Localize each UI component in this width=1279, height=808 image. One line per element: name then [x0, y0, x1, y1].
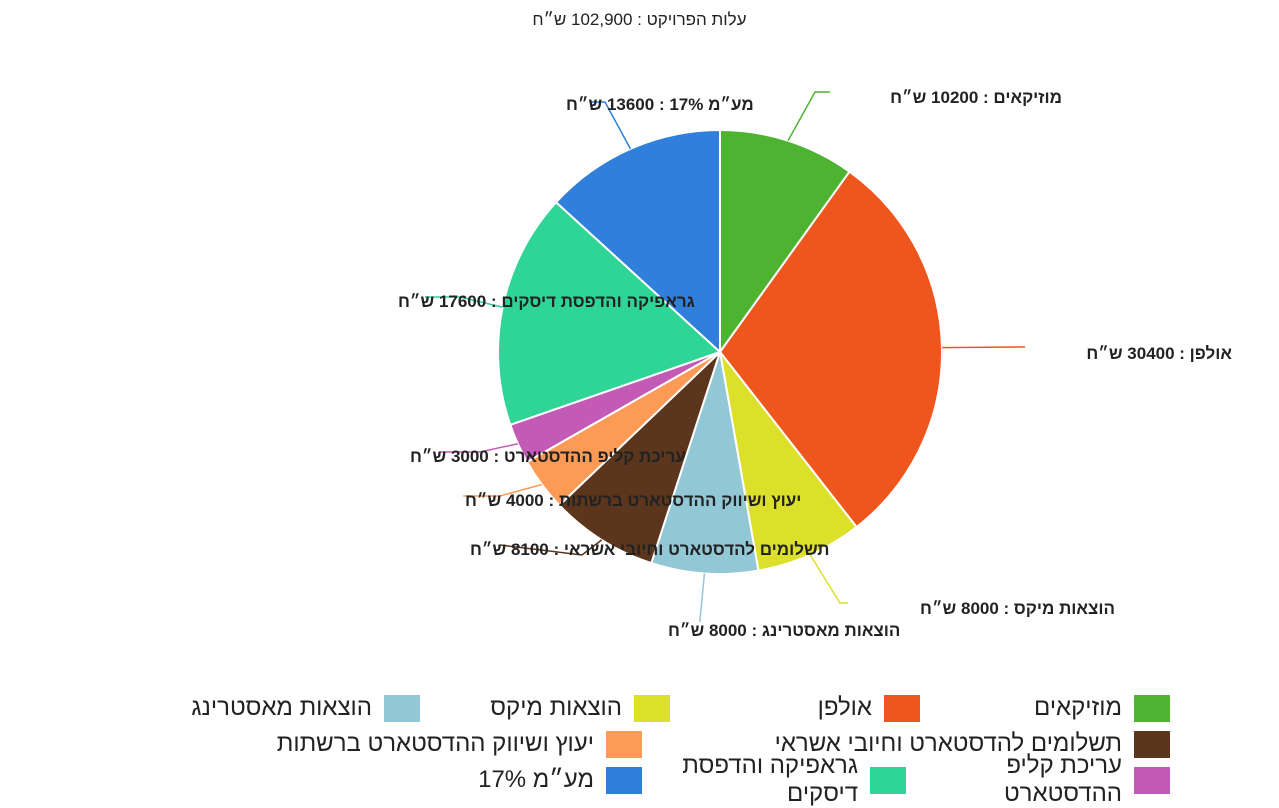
leader-line [463, 483, 543, 497]
pie-slice [718, 170, 943, 529]
legend-item: מוזיקאים [920, 694, 1170, 722]
slice-data-label: אולפן : 30400 ש״ח [1086, 344, 1232, 363]
legend-swatch [384, 694, 420, 722]
legend-item: עריכת קליפ ההדסטארט [906, 752, 1170, 808]
legend-swatch [634, 694, 670, 722]
legend-item: גראפיקה והדפסת דיסקים [642, 752, 906, 808]
legend-label: מע״מ 17% [478, 766, 594, 793]
legend-label: תשלומים להדסטארט וחיובי אשראי [774, 730, 1122, 757]
leader-line [425, 296, 503, 308]
legend-swatch [870, 766, 906, 794]
legend-item: הוצאות מאסטרינג [170, 694, 420, 722]
legend-label: גראפיקה והדפסת דיסקים [682, 752, 858, 807]
leader-line [809, 554, 848, 604]
legend-item: יעוץ ושיווק ההדסטארט ברשתות [242, 730, 642, 758]
pie-slice [719, 351, 858, 572]
leader-line [941, 346, 1025, 349]
leader-line [787, 91, 830, 142]
legend-swatch [606, 730, 642, 758]
legend-swatch [606, 766, 642, 794]
slice-data-label: עריכת קליפ ההדסטארט : 3000 ש״ח [410, 447, 686, 466]
pie-slice [650, 351, 760, 575]
legend-item: אולפן [670, 694, 920, 722]
legend-label: הוצאות מאסטרינג [191, 694, 372, 721]
legend-label: הוצאות מיקס [490, 694, 622, 721]
legend-swatch [884, 694, 920, 722]
legend-label: יעוץ ושיווק ההדסטארט ברשתות [276, 730, 594, 757]
legend-row: תשלומים להדסטארט וחיובי אשראי יעוץ ושיווק… [170, 726, 1170, 762]
leader-line [440, 442, 518, 453]
legend-item: הוצאות מיקס [420, 694, 670, 722]
legend-item: תשלומים להדסטארט וחיובי אשראי [642, 730, 1170, 758]
legend-label: עריכת קליפ ההדסטארט [1004, 752, 1122, 807]
slice-data-label: תשלומים להדסטארט וחיובי אשראי : 8100 ש״ח [470, 540, 830, 559]
legend-label: מוזיקאים [1034, 694, 1122, 721]
pie-slice [497, 200, 722, 427]
pie-slice [554, 128, 721, 355]
leader-line [699, 573, 706, 622]
chart-legend: מוזיקאים אולפן הוצאות מיקס הוצאות מאסטרינג ת… [170, 690, 1170, 807]
pie-slice [557, 351, 721, 565]
pie-slice [719, 128, 851, 356]
legend-row: מוזיקאים אולפן הוצאות מיקס הוצאות מאסטרינג [170, 690, 1170, 726]
slice-data-label: גראפיקה והדפסת דיסקים : 17600 ש״ח [398, 292, 695, 311]
chart-title: עלות הפרויקט : 102,900 ש״ח [532, 10, 747, 29]
legend-label: אולפן [817, 694, 872, 721]
slice-data-label: הוצאות מיקס : 8000 ש״ח [920, 599, 1115, 618]
slice-data-label: יעוץ ושיווק ההדסטארט ברשתות : 4000 ש״ח [465, 491, 801, 510]
leader-line [590, 101, 632, 150]
legend-swatch [1134, 766, 1170, 794]
legend-swatch [1134, 730, 1170, 758]
pie-chart: מוזיקאים : 10200 ש״ח אולפן : 30400 ש״ח הוצ… [398, 88, 1232, 640]
legend-row: עריכת קליפ ההדסטארט גראפיקה והדפסת דיסקים… [170, 752, 1170, 807]
slice-data-label: מע״מ 17% : 13600 ש״ח [566, 95, 754, 114]
leader-line [499, 539, 603, 556]
slice-data-label: הוצאות מאסטרינג : 8000 ש״ח [668, 621, 900, 640]
legend-item: מע״מ 17% [378, 766, 642, 794]
legend-swatch [1134, 694, 1170, 722]
slice-data-label: מוזיקאים : 10200 ש״ח [890, 88, 1062, 107]
